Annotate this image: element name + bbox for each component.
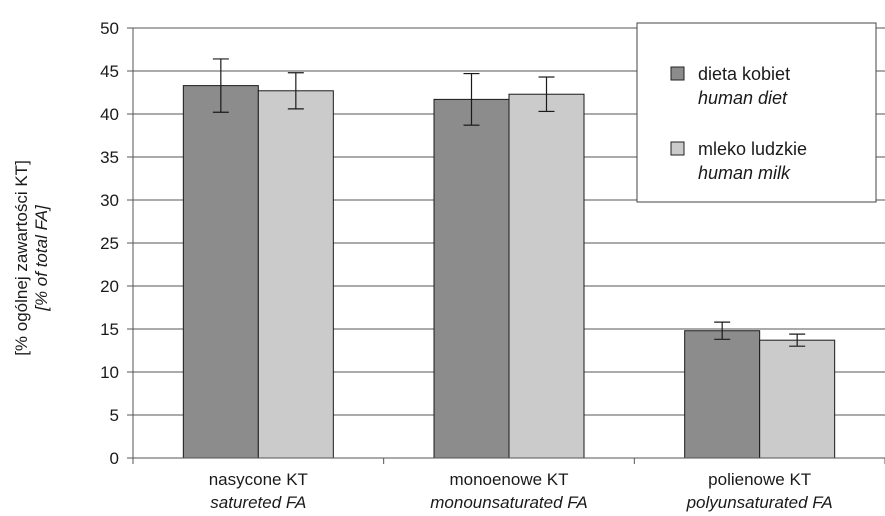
x-tick-label-0: nasycone KT: [209, 470, 308, 489]
y-tick-label-50: 50: [100, 19, 119, 38]
legend-swatch-mleko-ludzkie: [670, 141, 685, 156]
y-axis-label: [% ogólnej zawartości KT]: [12, 160, 31, 356]
y-tick-label-30: 30: [100, 191, 119, 210]
error-bars: [212, 58, 806, 347]
legend-label-dieta-kobiet: dieta kobiet: [698, 64, 790, 84]
bar-series1-cat0: [257, 90, 334, 459]
legend-box: [636, 22, 877, 203]
error-bar-series1-cat1: [538, 76, 555, 113]
x-tick-label-1: monoenowe KT: [449, 470, 568, 489]
x-tick-label-en-2: polyunsaturated FA: [686, 493, 833, 512]
legend-label-mleko-ludzkie: mleko ludzkie: [698, 139, 807, 159]
error-bar-series1-cat0: [287, 72, 304, 110]
legend: dieta kobiet human diet mleko ludzkie hu…: [636, 22, 877, 203]
y-tick-label-10: 10: [100, 363, 119, 382]
y-tick-label-0: 0: [110, 449, 119, 468]
error-bar-series0-cat1: [463, 72, 480, 126]
y-axis-label-en: [% of total FA]: [32, 204, 51, 312]
bar-series0-cat1: [433, 98, 510, 459]
x-axis-labels: nasycone KT satureted FA monoenowe KT monou…: [209, 470, 833, 512]
bar-series0-cat2: [684, 330, 761, 459]
x-tick-label-2: polienowe KT: [708, 470, 811, 489]
bar-series1-cat2: [759, 339, 836, 459]
y-tick-label-20: 20: [100, 277, 119, 296]
y-tick-label-15: 15: [100, 320, 119, 339]
error-bar-series0-cat0: [212, 58, 229, 113]
bar-series0-cat0: [182, 85, 259, 459]
bars: [182, 85, 836, 459]
y-axis-ticks: 0 5 10 15 20 25 30 35 40 45 50: [100, 19, 133, 468]
x-tick-label-en-1: monounsaturated FA: [430, 493, 588, 512]
error-bar-series0-cat2: [714, 321, 731, 340]
y-tick-label-5: 5: [110, 406, 119, 425]
bar-series1-cat1: [508, 93, 585, 459]
y-tick-label-25: 25: [100, 234, 119, 253]
y-tick-label-35: 35: [100, 148, 119, 167]
y-tick-label-40: 40: [100, 105, 119, 124]
x-axis-tick-marks: [132, 458, 885, 464]
x-tick-label-en-0: satureted FA: [210, 493, 306, 512]
error-bar-series1-cat2: [789, 333, 806, 347]
y-tick-label-45: 45: [100, 62, 119, 81]
legend-swatch-dieta-kobiet: [670, 66, 685, 81]
legend-label-human-milk: human milk: [698, 163, 791, 183]
legend-label-human-diet: human diet: [698, 88, 788, 108]
